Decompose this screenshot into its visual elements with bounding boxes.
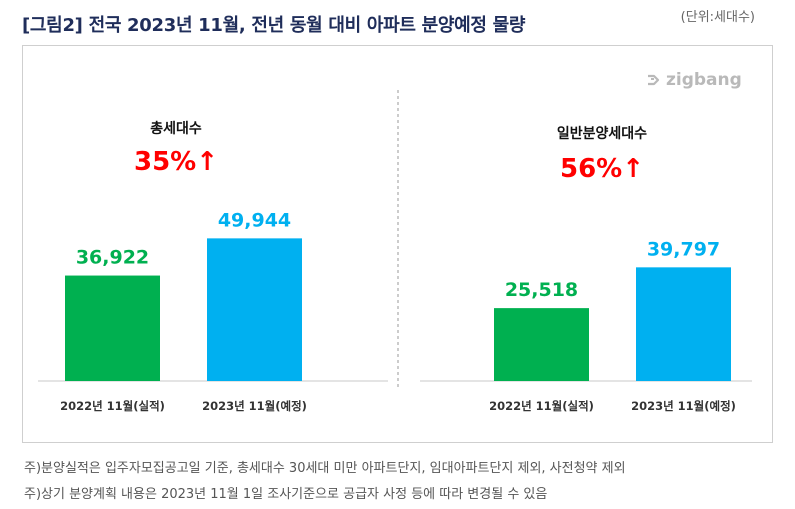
bar-value-label: 49,944 xyxy=(218,209,291,231)
category-label: 2023년 11월(예정) xyxy=(631,399,736,413)
bar xyxy=(636,267,731,381)
panel-title: 일반분양세대수 xyxy=(557,125,647,142)
zigbang-logo-icon xyxy=(648,74,660,86)
page-title: [그림2] 전국 2023년 11월, 전년 동월 대비 아파트 분양예정 물량 xyxy=(22,15,526,36)
bar-value-label: 39,797 xyxy=(647,238,720,260)
logo-text: zigbang xyxy=(666,70,742,90)
panel-title: 총세대수 xyxy=(150,121,202,137)
category-label: 2022년 11월(실적) xyxy=(489,399,594,413)
category-label: 2022년 11월(실적) xyxy=(60,399,165,413)
footnote-2: 주)상기 분양계획 내용은 2023년 11월 1일 조사기준으로 공급자 사정… xyxy=(24,487,548,502)
bar-value-label: 25,518 xyxy=(505,279,578,301)
bar xyxy=(65,275,160,381)
bar-value-label: 36,922 xyxy=(76,247,149,269)
zigbang-logo: zigbang xyxy=(645,70,742,90)
growth-rate-label: 35%↑ xyxy=(134,147,218,177)
growth-rate-label: 56%↑ xyxy=(560,154,644,184)
footnote-1: 주)분양실적은 입주자모집공고일 기준, 총세대수 30세대 미만 아파트단지,… xyxy=(24,461,626,476)
bar xyxy=(207,238,302,381)
category-label: 2023년 11월(예정) xyxy=(202,399,307,413)
bar xyxy=(494,308,589,381)
unit-label: (단위:세대수) xyxy=(680,10,755,25)
